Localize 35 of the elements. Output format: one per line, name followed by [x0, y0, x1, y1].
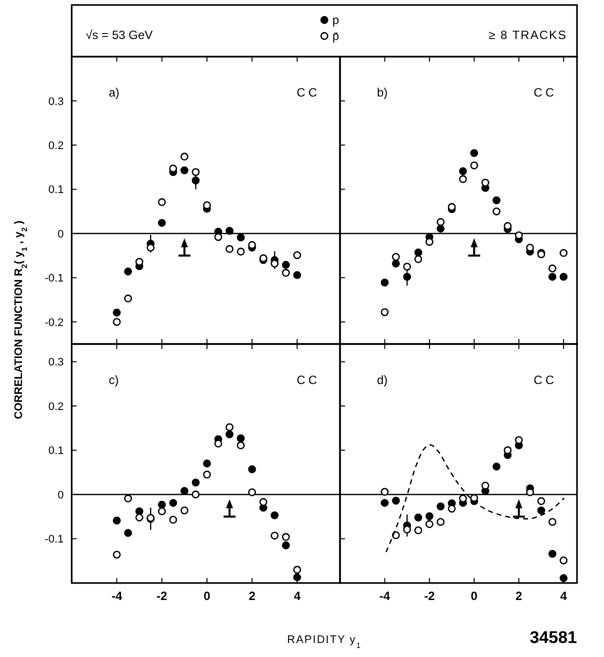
y-tick-label: -0.1 — [44, 272, 64, 285]
annotation: a) — [108, 86, 120, 100]
y-tick-label: 0.3 — [48, 356, 64, 369]
text: 34581 — [530, 628, 577, 647]
x-tick-label: 2 — [516, 589, 523, 603]
x-tick-label: 0 — [470, 589, 478, 603]
annotation: CC — [534, 373, 557, 387]
y-tick-label: -0.1 — [44, 534, 64, 546]
y-tick-label: 0.1 — [48, 184, 64, 196]
annotation: CC — [296, 373, 320, 387]
legend-label: p̄ — [332, 29, 340, 44]
y-tick-label: 0.1 — [48, 445, 64, 458]
annotation: c) — [108, 373, 119, 387]
y-tick-label: 0.2 — [48, 140, 64, 152]
y-tick-label: 0.2 — [48, 400, 64, 413]
legend-label: p — [332, 13, 340, 28]
x-tick-label: -2 — [156, 589, 168, 603]
annotation: d) — [377, 373, 388, 387]
y-tick-label: 0 — [58, 228, 64, 240]
y-tick-label: 0.3 — [48, 96, 64, 108]
x-tick-label: -2 — [424, 589, 436, 603]
x-tick-label: 4 — [560, 589, 568, 603]
x-axis-title: RAPIDITY y$_{1}$ — [287, 634, 362, 650]
x-tick-label: 2 — [248, 589, 256, 603]
annotation: CC — [534, 86, 557, 100]
annotation: b) — [377, 86, 388, 100]
x-tick-label: -4 — [379, 589, 390, 603]
annotation: CC — [296, 86, 320, 100]
y-tick-label: 0 — [58, 489, 64, 502]
x-tick-label: 0 — [204, 589, 211, 603]
x-tick-label: -4 — [111, 589, 122, 603]
y-tick-label: -0.2 — [44, 316, 64, 329]
text: ≥ 8 TRACKS — [488, 28, 567, 42]
x-tick-label: 4 — [294, 589, 301, 603]
text: √s = 53 GeV — [86, 28, 153, 42]
